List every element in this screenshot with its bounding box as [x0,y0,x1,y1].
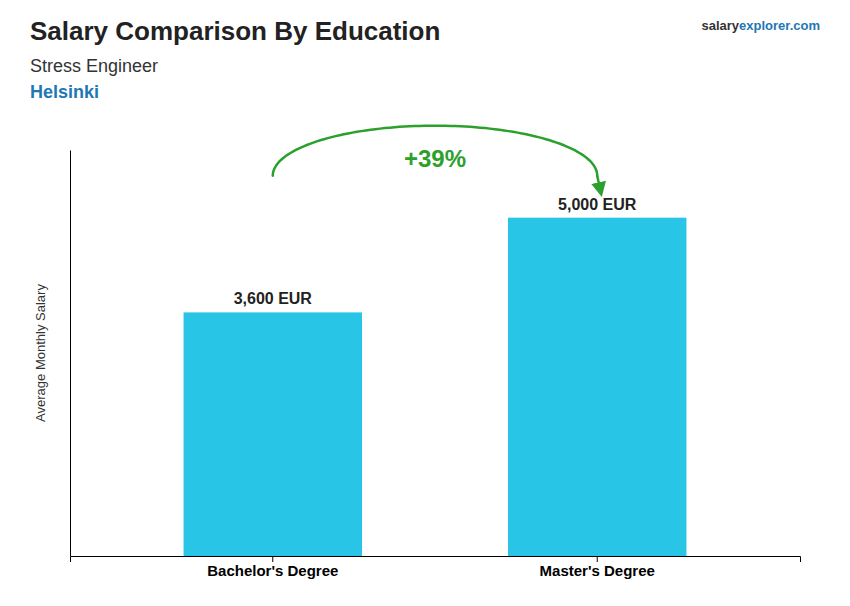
bar [184,312,362,556]
x-axis-line [71,557,801,563]
change-arc [273,126,597,176]
x-axis: Bachelor's Degree Master's Degree [71,556,801,579]
data-label: 5,000 EUR [558,196,637,213]
annotation: +39% [404,145,466,172]
source-part: explorer.com [739,18,820,33]
bar [508,218,686,556]
change-arrow [597,176,600,190]
data-labels: 3,600 EUR 5,000 EUR [234,196,637,308]
x-tick-label: Bachelor's Degree [207,562,338,579]
plot: Bachelor's Degree Master's Degree 3,600 EU… [71,126,801,579]
source-part: salary [701,18,739,33]
subtitle: Stress Engineer [30,56,158,76]
data-label: 3,600 EUR [234,290,313,307]
y-axis [70,151,71,557]
chart: Salary Comparison By Education Stress Eng… [0,0,850,606]
y-axis-line [70,151,71,557]
x-tick: Bachelor's Degree [207,556,338,579]
x-tick: Master's Degree [540,556,655,579]
title: Salary Comparison By Education [30,16,440,46]
y-axis-title: Average Monthly Salary [33,284,48,422]
bars [184,218,687,556]
x-tick-label: Master's Degree [540,562,655,579]
subtitle: Helsinki [30,82,99,102]
source: salaryexplorer.com [701,18,820,33]
